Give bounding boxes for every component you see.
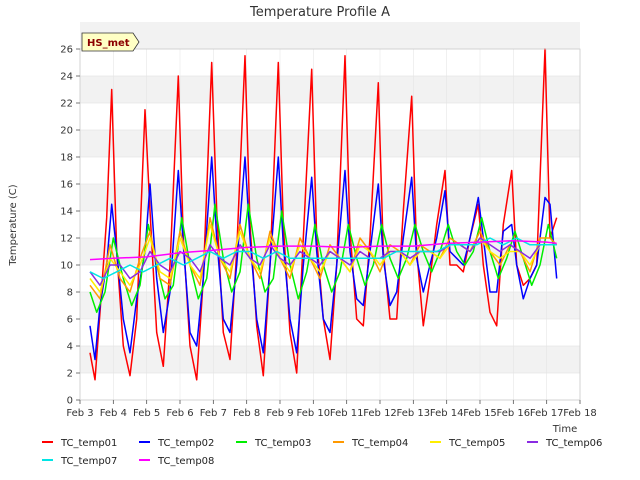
badge-label: HS_met: [87, 38, 130, 49]
series-layer: [89, 48, 558, 381]
plot-band: [80, 22, 580, 49]
x-tick-label: Feb 15: [463, 408, 497, 419]
y-tick-label: 16: [60, 180, 73, 191]
x-tick-label: Feb 11: [330, 408, 364, 419]
y-tick-label: 14: [60, 207, 73, 218]
plot-band: [80, 76, 580, 103]
chart-title: Temperature Profile A: [249, 5, 390, 20]
y-tick-label: 0: [67, 396, 73, 407]
legend-label: TC_temp06: [545, 438, 602, 449]
legend-label: TC_temp03: [254, 438, 311, 449]
y-axis-label: Temperature (C): [8, 184, 19, 266]
y-tick-label: 10: [60, 261, 73, 272]
plot-band: [80, 130, 580, 157]
plot-area: [80, 49, 580, 400]
y-tick-label: 2: [67, 369, 73, 380]
y-tick-label: 12: [60, 234, 73, 245]
legend-item-tc_temp01: TC_temp01: [42, 438, 117, 449]
x-tick-label: Feb 3: [66, 408, 93, 419]
series-line-tc_temp07: [89, 237, 557, 280]
x-tick-label: Feb 16: [497, 408, 531, 419]
legend-item-tc_temp04: TC_temp04: [333, 438, 408, 449]
badge-shape: [81, 32, 140, 52]
y-tick-label: 8: [67, 288, 73, 299]
legend-item-tc_temp05: TC_temp05: [430, 438, 505, 449]
legend-label: TC_temp01: [60, 438, 117, 449]
plot-band: [80, 184, 580, 211]
x-axis-label: Time: [552, 424, 577, 435]
x-tick-label: Feb 8: [233, 408, 260, 419]
y-tick-label: 18: [60, 153, 73, 164]
series-line-tc_temp02: [89, 156, 558, 361]
plot-band: [80, 292, 580, 319]
plot-background: [80, 22, 580, 400]
x-tick-label: Feb 10: [297, 408, 331, 419]
legend-item-tc_temp07: TC_temp07: [42, 456, 117, 467]
x-tick-label: Feb 12: [363, 408, 397, 419]
y-tick-label: 6: [67, 315, 73, 326]
x-tick-label: Feb 4: [100, 408, 127, 419]
y-tick-label: 20: [60, 126, 73, 137]
y-tick-label: 4: [67, 342, 73, 353]
x-tick-label: Feb 17: [530, 408, 564, 419]
x-tick-label: Feb 18: [563, 408, 597, 419]
x-tick-label: Feb 6: [166, 408, 193, 419]
x-tick-label: Feb 13: [397, 408, 431, 419]
series-line-tc_temp05: [89, 223, 557, 293]
x-tick-label: Feb 9: [266, 408, 293, 419]
legend-item-tc_temp06: TC_temp06: [527, 438, 602, 449]
y-tick-label: 24: [60, 72, 73, 83]
hs-met-badge: HS_met: [81, 32, 140, 52]
legend: TC_temp01 TC_temp02 TC_temp03 TC_temp04 TC_t…: [42, 438, 602, 467]
legend-label: TC_temp07: [60, 456, 117, 467]
series-line-tc_temp08: [89, 239, 557, 261]
legend-label: TC_temp04: [351, 438, 408, 449]
plot-border: [79, 48, 581, 401]
x-tick-label: Feb 5: [133, 408, 160, 419]
y-tick-label: 22: [60, 99, 73, 110]
x-tick-label: Feb 14: [430, 408, 464, 419]
x-tick-label: Feb 7: [200, 408, 227, 419]
legend-label: TC_temp02: [157, 438, 214, 449]
legend-item-tc_temp08: TC_temp08: [139, 456, 214, 467]
legend-label: TC_temp08: [157, 456, 214, 467]
legend-item-tc_temp02: TC_temp02: [139, 438, 214, 449]
legend-label: TC_temp05: [448, 438, 505, 449]
y-tick-label: 26: [60, 45, 73, 56]
legend-item-tc_temp03: TC_temp03: [236, 438, 311, 449]
